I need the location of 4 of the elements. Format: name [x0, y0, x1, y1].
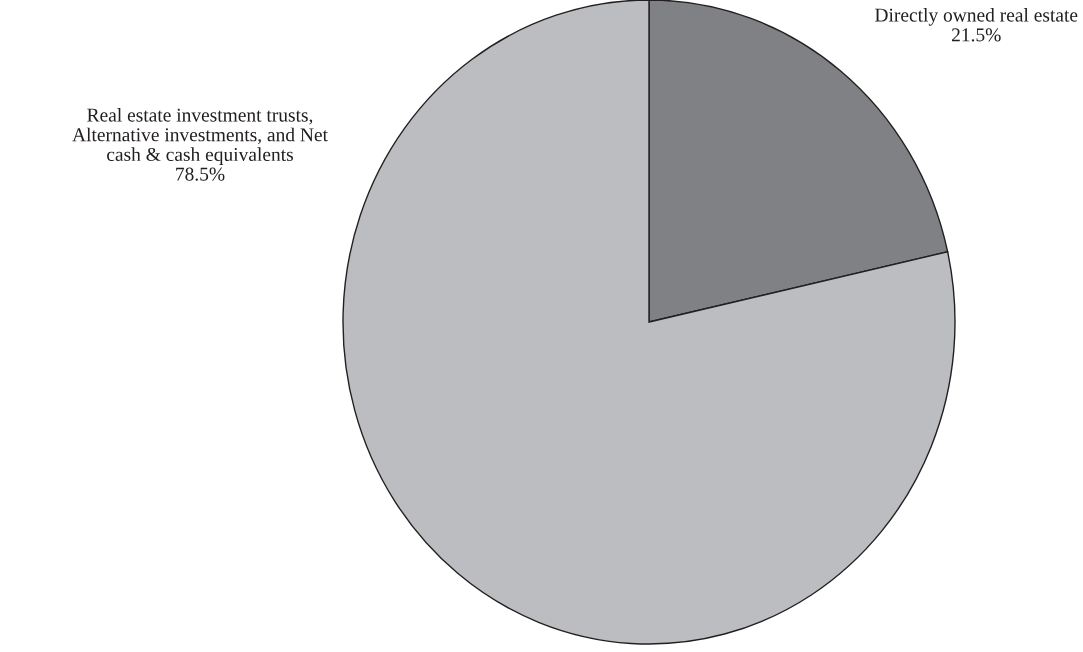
slice-label: Directly owned real estate [875, 8, 1078, 26]
data-label: 78.5% [176, 167, 225, 181]
data-label: 21.5% [951, 28, 1001, 42]
slice-label: Real estate investment trusts, Alternative investments, and Net cash & cash equivalents [72, 108, 328, 165]
